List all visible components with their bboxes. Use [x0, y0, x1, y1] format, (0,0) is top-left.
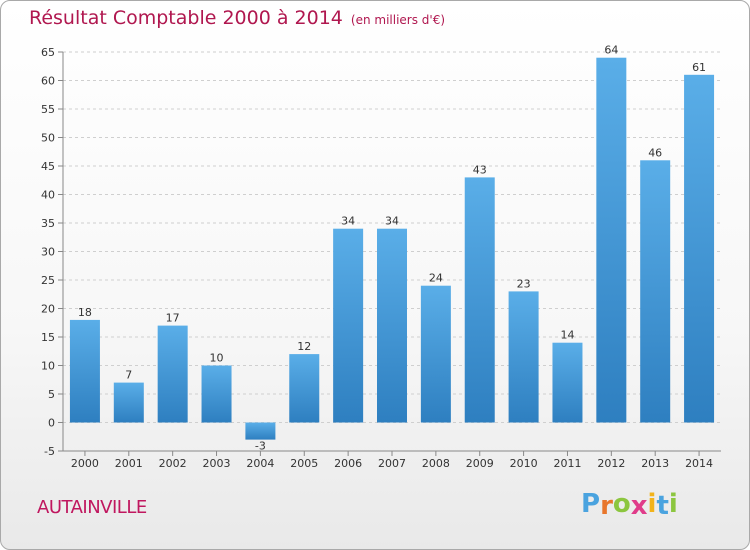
bar-2013 — [640, 160, 671, 423]
x-tick-label: 2011 — [553, 457, 581, 470]
data-label: 43 — [473, 163, 487, 176]
bar-2011 — [552, 342, 583, 423]
data-label: 23 — [517, 277, 531, 290]
x-tick-label: 2005 — [290, 457, 318, 470]
y-tick-label: 40 — [41, 189, 55, 202]
y-tick-label: 10 — [41, 360, 55, 373]
bar-2008 — [420, 285, 451, 423]
logo-letter: r — [600, 491, 613, 521]
x-tick-label: 2013 — [641, 457, 669, 470]
data-label: 10 — [210, 352, 224, 365]
data-label: 46 — [648, 146, 662, 159]
y-tick-label: 5 — [48, 388, 55, 401]
data-labels: 18 7 17 10 -3 12 34 34 24 43 23 14 64 46 61 — [78, 44, 706, 453]
data-label: 14 — [560, 329, 574, 342]
x-tick-label: 2001 — [115, 457, 143, 470]
x-tick-label: 2002 — [159, 457, 187, 470]
x-tick-label: 2006 — [334, 457, 362, 470]
y-tick-label: 35 — [41, 217, 55, 230]
y-tick-label: 15 — [41, 331, 55, 344]
y-tick-label: 60 — [41, 75, 55, 88]
logo-letter: P — [581, 489, 601, 519]
bar-2003 — [201, 365, 232, 423]
bar-2007 — [377, 228, 407, 423]
data-label: 12 — [297, 340, 311, 353]
y-axis: -5 0 5 10 15 20 25 30 35 40 45 50 55 60 65 — [41, 46, 64, 458]
data-label: 64 — [604, 44, 618, 57]
title-text: Résultat Comptable 2000 à 2014 — [29, 7, 343, 29]
y-tick-label: 25 — [41, 274, 55, 287]
bar-2009 — [464, 177, 495, 423]
y-tick-label: 55 — [41, 103, 55, 116]
data-label: 34 — [385, 215, 399, 228]
y-tick-label: 65 — [41, 46, 55, 59]
data-label: 24 — [429, 272, 443, 285]
x-tick-label: 2003 — [203, 457, 231, 470]
x-tick-label: 2000 — [71, 457, 99, 470]
bar-2014 — [684, 74, 715, 423]
bar-2004 — [245, 422, 276, 440]
data-label: 18 — [78, 306, 92, 319]
bar-2000 — [69, 319, 100, 423]
data-label: 17 — [166, 312, 180, 325]
y-tick-label: 30 — [41, 246, 55, 259]
x-tick-label: 2012 — [597, 457, 625, 470]
x-tick-label: 2010 — [510, 457, 538, 470]
logo-letter: x — [630, 491, 648, 521]
bars — [69, 57, 715, 440]
bar-2012 — [596, 57, 627, 423]
logo-letter: t — [656, 491, 669, 521]
bar-2006 — [333, 228, 364, 423]
bar-2010 — [508, 291, 539, 423]
logo-letter: o — [612, 489, 631, 519]
commune-name: AUTAINVILLE — [37, 497, 147, 518]
x-axis: 2000 2001 2002 2003 2004 2005 2006 2007 2008 2009… — [63, 450, 721, 470]
y-tick-label: -5 — [44, 445, 55, 458]
bar-2005 — [289, 354, 320, 423]
logo-letter: i — [668, 489, 678, 519]
y-tick-label: 50 — [41, 132, 55, 145]
y-tick-label: 0 — [48, 417, 55, 430]
x-tick-label: 2014 — [685, 457, 713, 470]
data-label: 34 — [341, 215, 355, 228]
y-tick-label: 45 — [41, 160, 55, 173]
bar-2001 — [113, 382, 144, 423]
chart-title: Résultat Comptable 2000 à 2014 (en millie… — [29, 7, 445, 29]
bar-2002 — [157, 325, 188, 423]
data-label: 61 — [692, 61, 706, 74]
x-tick-label: 2007 — [378, 457, 406, 470]
x-tick-label: 2008 — [422, 457, 450, 470]
x-tick-label: 2004 — [246, 457, 274, 470]
x-tick-label: 2009 — [466, 457, 494, 470]
chart-subtitle: (en milliers d'€) — [350, 13, 446, 27]
y-tick-label: 20 — [41, 303, 55, 316]
logo-letter: i — [647, 489, 657, 519]
data-label: -3 — [255, 440, 266, 453]
data-label: 7 — [125, 369, 132, 382]
proxiti-logo: Proxiti — [581, 489, 678, 521]
